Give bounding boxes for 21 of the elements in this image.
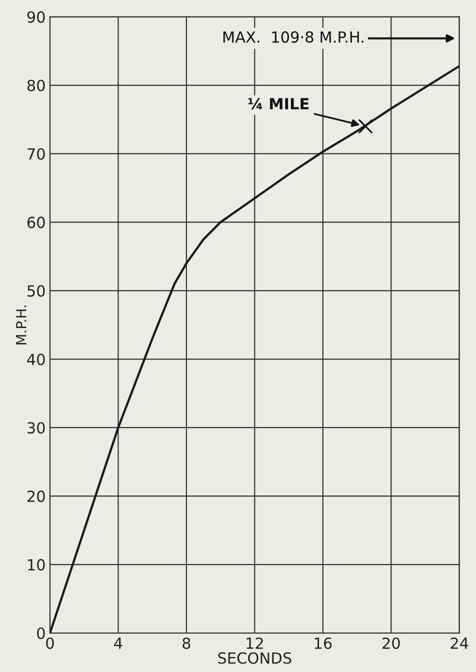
y-tick-label: 40: [27, 354, 45, 366]
y-tick-label: 10: [28, 559, 45, 571]
y-tick-label: 0: [37, 627, 45, 640]
y-tick-label: 20: [27, 490, 45, 502]
x-tick-label: 16: [314, 637, 332, 650]
y-tick-label: 50: [28, 285, 45, 297]
x-tick-label: 0: [46, 637, 54, 650]
y-tick-label: 60: [27, 216, 45, 228]
y-tick-label: 30: [28, 422, 45, 434]
annotation: ¼ MILE: [248, 98, 309, 110]
x-axis-title: SECONDS: [218, 652, 292, 664]
x-tick-label: 12: [246, 637, 263, 649]
annotation: MAX. 109·8 M.P.H.: [223, 31, 364, 43]
y-tick-label: 80: [27, 80, 45, 92]
x-tick-label: 4: [114, 638, 122, 649]
x-tick-label: 8: [182, 637, 190, 650]
y-tick-label: 90: [27, 11, 45, 23]
x-tick-label: 20: [382, 637, 400, 650]
x-tick-label: 24: [450, 637, 468, 649]
y-axis-title: M.P.H.: [16, 306, 26, 344]
y-tick-label: 70: [28, 148, 45, 160]
